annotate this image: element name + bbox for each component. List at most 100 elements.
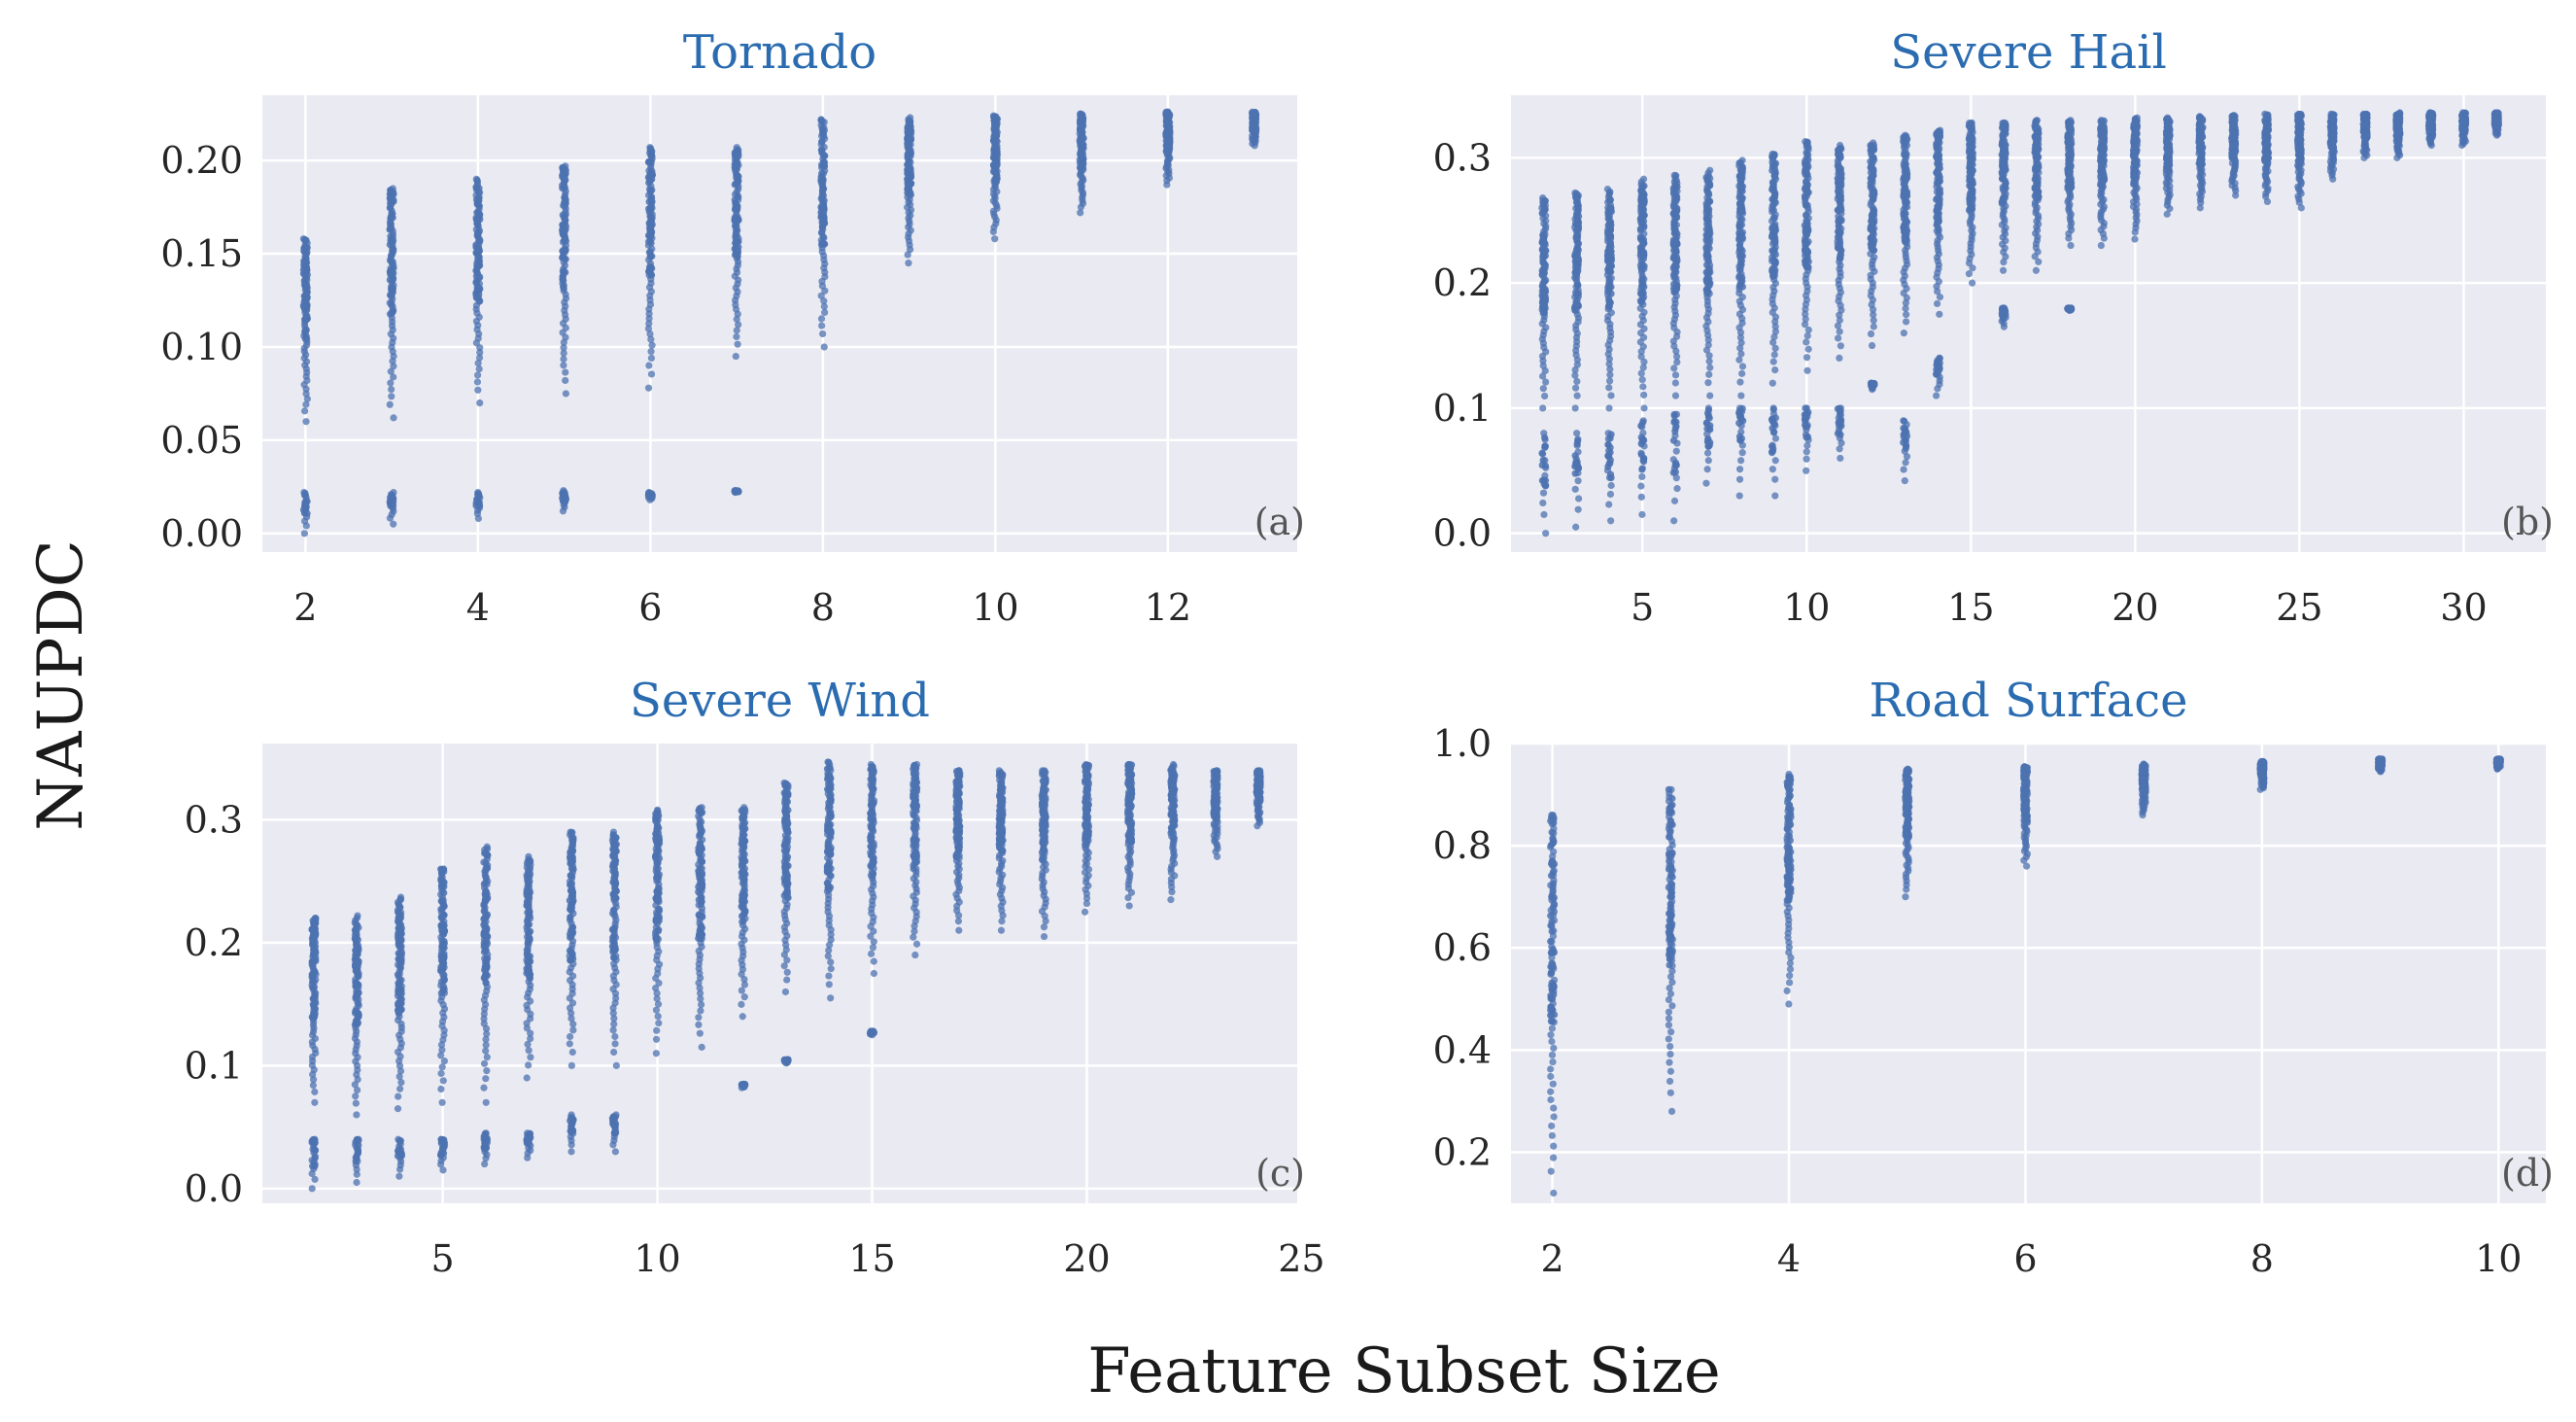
data-point bbox=[560, 349, 567, 357]
data-point bbox=[2329, 119, 2337, 126]
data-point bbox=[1538, 476, 1546, 484]
data-point bbox=[2263, 137, 2271, 145]
data-point bbox=[1770, 214, 1778, 222]
data-point bbox=[1606, 238, 1614, 247]
data-point bbox=[475, 499, 483, 506]
data-point bbox=[1573, 392, 1581, 399]
data-point bbox=[1870, 206, 1877, 214]
data-point bbox=[388, 238, 395, 246]
data-point bbox=[1967, 202, 1975, 210]
data-point bbox=[389, 214, 396, 222]
data-point bbox=[1574, 477, 1582, 485]
x-tick-label: 4 bbox=[466, 586, 490, 629]
data-point bbox=[1771, 169, 1779, 177]
data-point bbox=[1637, 282, 1646, 290]
data-point bbox=[1607, 517, 1615, 525]
data-point bbox=[1834, 233, 1842, 241]
data-point bbox=[2067, 241, 2075, 250]
data-point bbox=[2131, 235, 2139, 243]
data-point bbox=[388, 270, 395, 278]
data-point bbox=[1637, 493, 1645, 501]
data-point bbox=[2064, 119, 2073, 126]
data-point bbox=[2032, 163, 2040, 171]
data-point bbox=[1540, 288, 1548, 295]
data-point bbox=[1605, 189, 1614, 197]
data-point bbox=[1966, 174, 1974, 182]
data-point bbox=[2261, 156, 2269, 164]
data-point bbox=[645, 315, 653, 323]
data-point bbox=[386, 203, 395, 212]
data-point bbox=[2002, 121, 2009, 129]
data-point bbox=[818, 187, 827, 194]
data-point bbox=[1738, 449, 1746, 457]
data-point bbox=[1836, 254, 1844, 261]
data-point bbox=[1738, 207, 1746, 216]
data-point bbox=[2031, 132, 2039, 140]
data-point bbox=[1078, 123, 1086, 131]
data-point bbox=[1998, 198, 2006, 206]
data-point bbox=[1735, 356, 1743, 364]
data-point bbox=[1935, 160, 1943, 169]
data-point bbox=[646, 329, 654, 338]
data-point bbox=[1738, 404, 1746, 412]
data-point bbox=[2002, 180, 2009, 188]
data-point bbox=[386, 400, 394, 408]
data-point bbox=[389, 496, 397, 503]
data-point bbox=[1999, 266, 2008, 274]
data-point bbox=[1638, 510, 1646, 518]
data-point bbox=[990, 123, 998, 131]
data-point bbox=[646, 187, 655, 195]
data-point bbox=[474, 490, 483, 498]
data-point bbox=[301, 236, 309, 244]
data-point bbox=[907, 119, 914, 126]
data-point bbox=[1836, 184, 1843, 191]
data-point bbox=[646, 237, 654, 245]
data-point bbox=[1605, 404, 1613, 412]
data-point bbox=[734, 340, 741, 348]
data-point bbox=[1605, 299, 1613, 307]
data-point bbox=[390, 373, 397, 381]
data-point bbox=[1671, 428, 1679, 435]
data-point bbox=[388, 385, 395, 394]
data-point bbox=[1636, 225, 1644, 233]
data-point bbox=[1705, 370, 1713, 378]
data-point bbox=[1572, 459, 1580, 467]
data-point bbox=[1669, 436, 1678, 444]
data-point bbox=[820, 240, 828, 248]
data-point bbox=[1933, 392, 1941, 399]
data-point bbox=[1077, 138, 1084, 147]
data-point bbox=[1834, 334, 1842, 342]
data-point bbox=[733, 327, 740, 334]
data-point bbox=[2199, 116, 2207, 123]
x-tick-label: 6 bbox=[638, 586, 662, 629]
data-point bbox=[1735, 252, 1744, 260]
data-point bbox=[1542, 247, 1550, 255]
data-point bbox=[1769, 206, 1777, 215]
data-point bbox=[820, 152, 828, 159]
data-point bbox=[1704, 190, 1713, 197]
data-point bbox=[1966, 122, 1974, 130]
data-point bbox=[1079, 111, 1086, 119]
data-point bbox=[1870, 323, 1877, 330]
data-point bbox=[907, 191, 914, 199]
data-point bbox=[388, 393, 395, 400]
data-point bbox=[1672, 447, 1680, 455]
data-point bbox=[1539, 385, 1547, 393]
data-point bbox=[1803, 331, 1811, 340]
data-point bbox=[1703, 466, 1711, 473]
data-point bbox=[1803, 188, 1810, 195]
data-point bbox=[1836, 203, 1844, 211]
data-point bbox=[647, 335, 655, 343]
data-point bbox=[1867, 329, 1875, 338]
data-point bbox=[2229, 130, 2237, 138]
data-point bbox=[992, 148, 1000, 156]
data-point bbox=[1672, 172, 1680, 180]
data-point bbox=[1769, 405, 1777, 413]
data-point bbox=[473, 200, 481, 208]
data-point bbox=[473, 269, 481, 277]
data-point bbox=[993, 137, 1001, 146]
data-point bbox=[476, 349, 484, 357]
data-point bbox=[2132, 127, 2140, 135]
data-point bbox=[904, 166, 911, 174]
